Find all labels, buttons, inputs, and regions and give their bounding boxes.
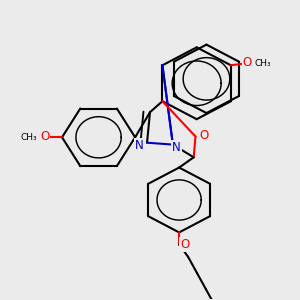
Text: CH₃: CH₃ bbox=[254, 59, 271, 68]
Text: CH₃: CH₃ bbox=[20, 133, 37, 142]
Text: O: O bbox=[180, 238, 190, 251]
Text: N: N bbox=[135, 140, 144, 152]
Text: O: O bbox=[40, 130, 50, 143]
Text: N: N bbox=[172, 141, 181, 154]
Text: O: O bbox=[243, 56, 252, 69]
Text: O: O bbox=[200, 129, 209, 142]
